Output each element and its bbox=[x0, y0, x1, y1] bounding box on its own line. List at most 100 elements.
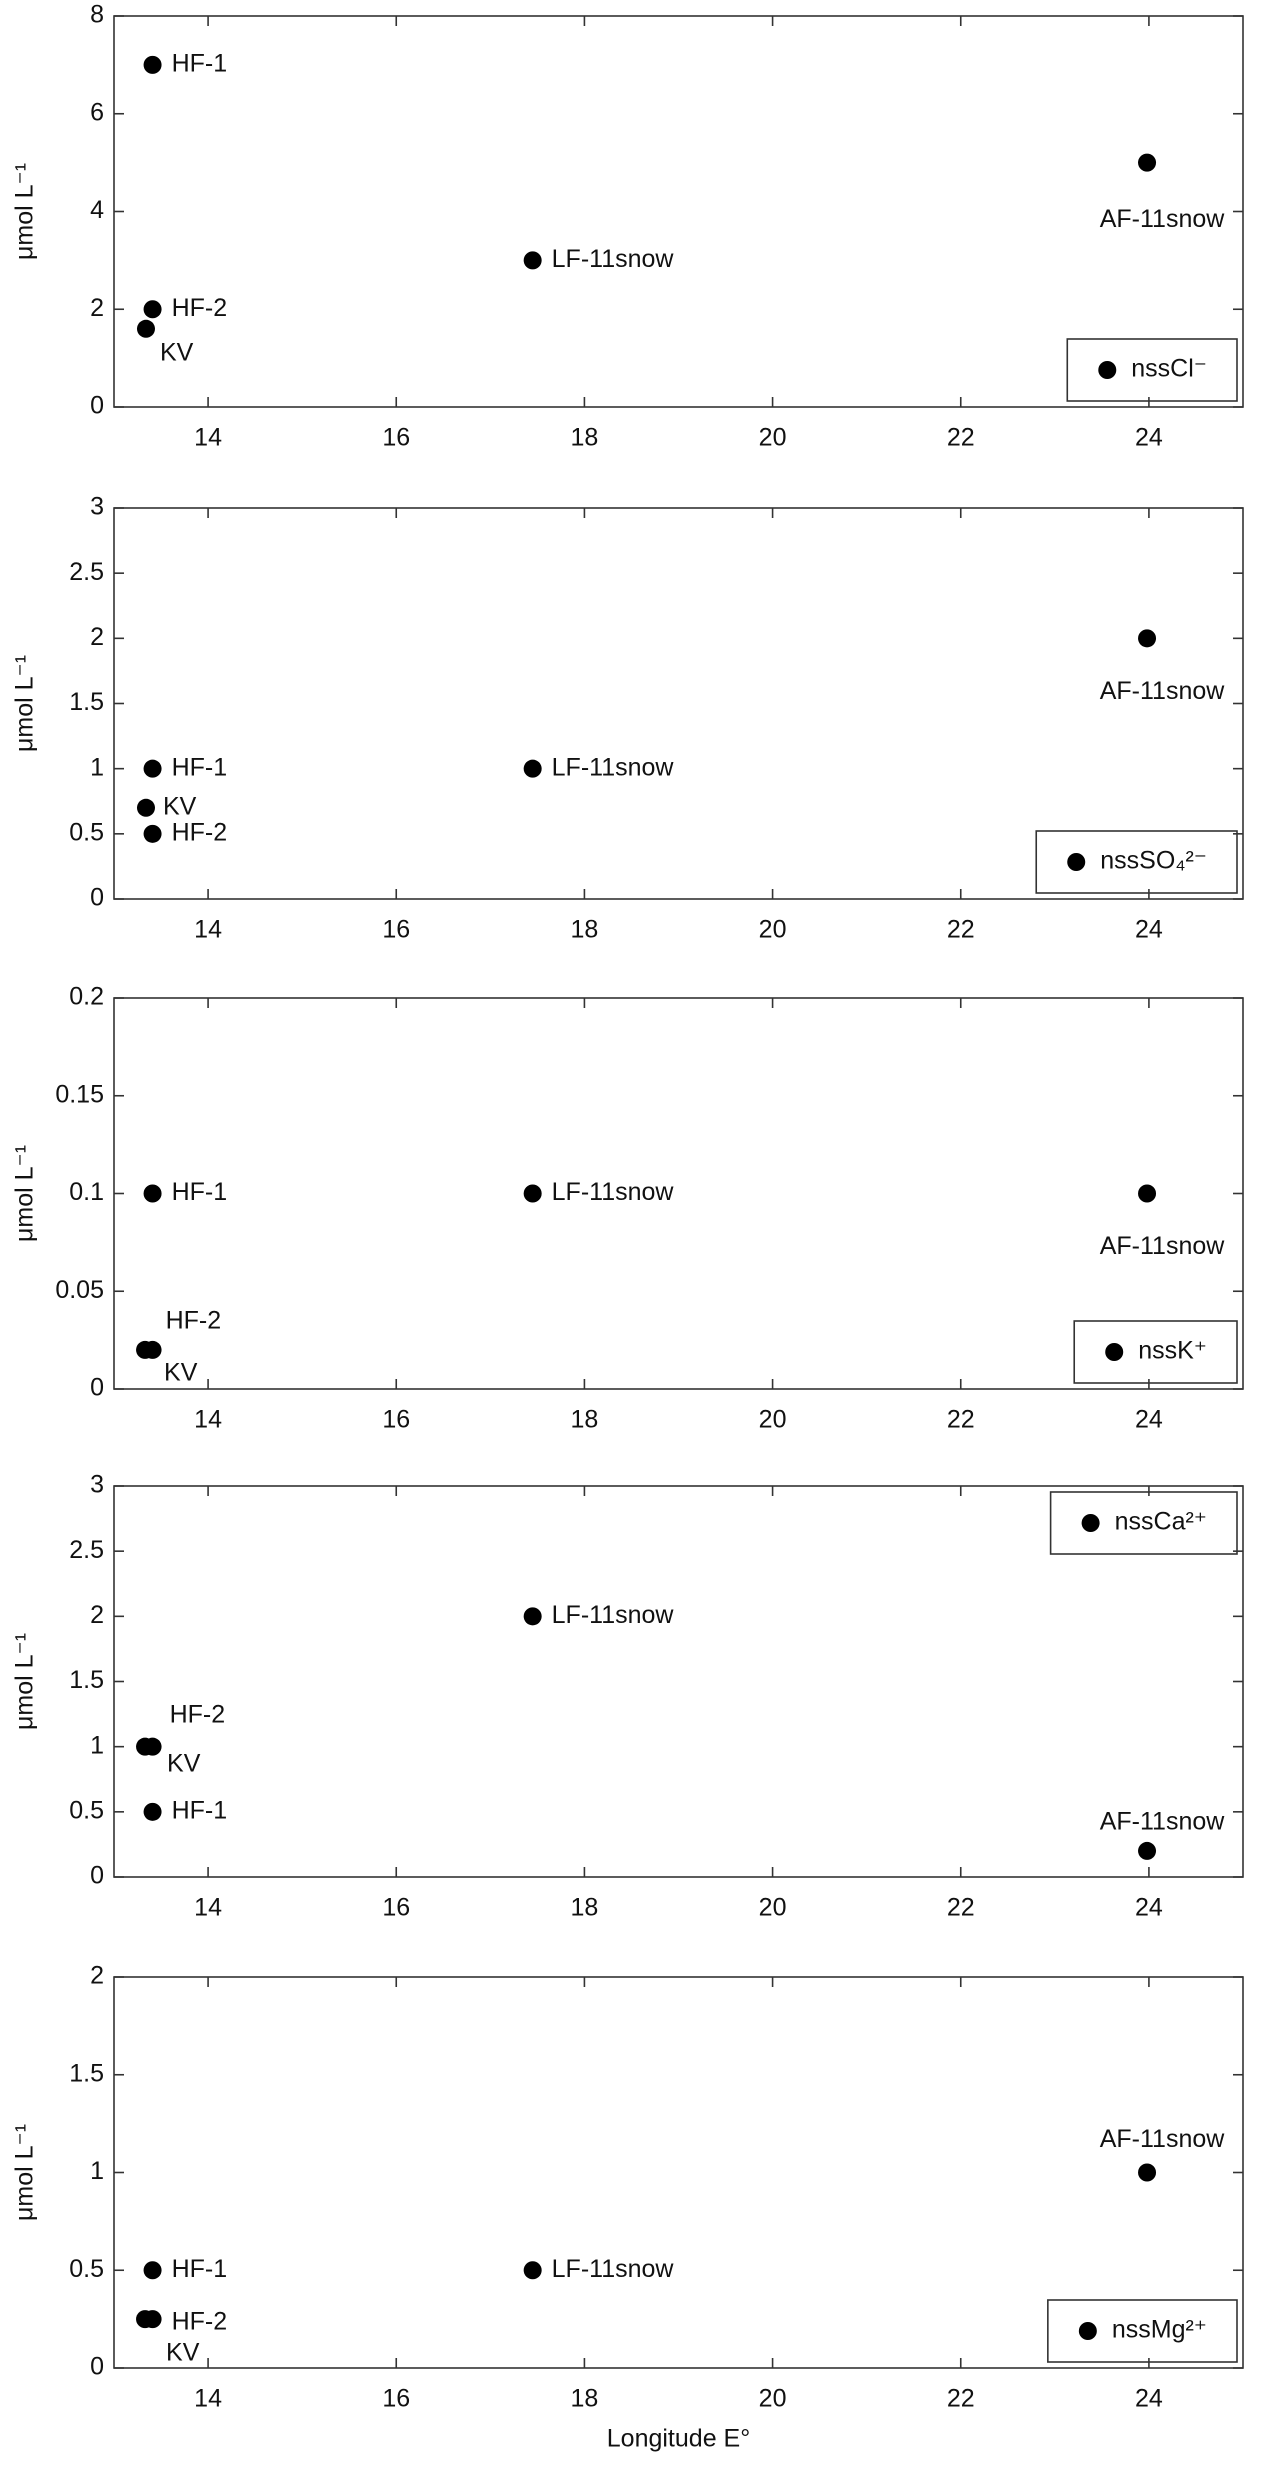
legend-label: nssCl⁻ bbox=[1131, 355, 1207, 383]
data-point bbox=[136, 1340, 155, 1359]
data-point bbox=[143, 1802, 162, 1821]
y-tick-label: 6 bbox=[90, 98, 104, 126]
plot-frame bbox=[113, 15, 1244, 408]
data-point bbox=[143, 55, 162, 74]
legend-label: nssSO₄²⁻ bbox=[1100, 847, 1207, 875]
y-tick-label: 2 bbox=[90, 623, 104, 651]
legend-marker bbox=[1081, 1514, 1100, 1532]
legend-box bbox=[1049, 1491, 1238, 1555]
y-tick-label: 0 bbox=[90, 392, 104, 420]
point-label: AF-11snow bbox=[1100, 677, 1226, 705]
x-tick-label: 14 bbox=[194, 2385, 222, 2413]
point-label: HF-2 bbox=[172, 2308, 228, 2336]
legend: nssCa²⁺ bbox=[1049, 1491, 1238, 1555]
y-tick-label: 0.1 bbox=[69, 1178, 104, 1206]
x-tick-label: 16 bbox=[382, 916, 410, 944]
point-label: HF-1 bbox=[172, 2255, 228, 2283]
plot-frame bbox=[113, 507, 1244, 900]
x-tick-label: 14 bbox=[194, 1406, 222, 1434]
legend: nssMg²⁺ bbox=[1047, 2299, 1238, 2363]
legend: nssSO₄²⁻ bbox=[1035, 830, 1238, 894]
y-tick-label: 8 bbox=[90, 1, 104, 29]
x-tick-label: 24 bbox=[1135, 1406, 1163, 1434]
y-axis-label: μmol L⁻¹ bbox=[11, 655, 39, 752]
legend-label: nssK⁺ bbox=[1138, 1337, 1207, 1365]
y-tick-label: 0.5 bbox=[69, 2255, 104, 2283]
x-tick-label: 14 bbox=[194, 916, 222, 944]
data-point bbox=[1138, 1184, 1157, 1203]
data-point bbox=[136, 2310, 155, 2329]
x-tick-label: 24 bbox=[1135, 1894, 1163, 1922]
y-tick-label: 1.5 bbox=[69, 2059, 104, 2087]
legend: nssCl⁻ bbox=[1066, 338, 1238, 402]
x-tick-label: 18 bbox=[571, 424, 599, 452]
point-label: HF-1 bbox=[172, 1796, 228, 1824]
y-tick-label: 1.5 bbox=[69, 1666, 104, 1694]
data-point bbox=[523, 1184, 542, 1203]
y-tick-label: 4 bbox=[90, 196, 104, 224]
x-tick-label: 24 bbox=[1135, 916, 1163, 944]
y-axis-label: μmol L⁻¹ bbox=[11, 1633, 39, 1730]
x-tick-label: 20 bbox=[759, 424, 787, 452]
y-tick-label: 0 bbox=[90, 2353, 104, 2381]
data-point bbox=[143, 759, 162, 778]
y-tick-label: 0 bbox=[90, 1862, 104, 1890]
point-label: HF-2 bbox=[172, 294, 228, 322]
x-tick-label: 20 bbox=[759, 1406, 787, 1434]
y-tick-label: 0 bbox=[90, 884, 104, 912]
panel: 14 16 18 20 22 24 0 0.5 1 1.5 2 2.5 3 μmol L⁻¹ HF-1 HF-… bbox=[11, 493, 1244, 944]
point-label: LF-11snow bbox=[552, 1178, 675, 1206]
x-tick-label: 20 bbox=[759, 2385, 787, 2413]
x-tick-label: 24 bbox=[1135, 2385, 1163, 2413]
plot-frame bbox=[113, 1976, 1244, 2369]
data-point bbox=[136, 1737, 155, 1756]
point-label: HF-2 bbox=[170, 1700, 226, 1728]
y-tick-label: 0.5 bbox=[69, 1796, 104, 1824]
point-label: KV bbox=[166, 2339, 200, 2367]
legend-box bbox=[1073, 1320, 1238, 1384]
point-label: LF-11snow bbox=[552, 245, 675, 273]
point-label: KV bbox=[163, 792, 197, 820]
data-point bbox=[143, 824, 162, 843]
x-tick-label: 20 bbox=[759, 1894, 787, 1922]
x-tick-label: 22 bbox=[947, 1406, 975, 1434]
legend-box bbox=[1066, 338, 1238, 402]
y-tick-label: 1 bbox=[90, 753, 104, 781]
x-tick-label: 18 bbox=[571, 1406, 599, 1434]
x-tick-label: 18 bbox=[571, 1894, 599, 1922]
data-point bbox=[136, 798, 155, 817]
x-tick-label: 16 bbox=[382, 2385, 410, 2413]
data-point bbox=[143, 1184, 162, 1203]
x-tick-label: 22 bbox=[947, 1894, 975, 1922]
point-label: HF-1 bbox=[172, 49, 228, 77]
y-tick-label: 2 bbox=[90, 294, 104, 322]
plot-frame bbox=[113, 1485, 1244, 1878]
x-tick-label: 16 bbox=[382, 424, 410, 452]
y-tick-label: 3 bbox=[90, 1471, 104, 1499]
x-tick-label: 20 bbox=[759, 916, 787, 944]
x-tick-label: 16 bbox=[382, 1894, 410, 1922]
data-point bbox=[1138, 153, 1157, 172]
y-tick-label: 1 bbox=[90, 2157, 104, 2185]
data-point bbox=[523, 251, 542, 270]
y-tick-label: 0.2 bbox=[69, 983, 104, 1011]
legend-label: nssCa²⁺ bbox=[1115, 1508, 1207, 1536]
y-axis-label: μmol L⁻¹ bbox=[11, 163, 39, 260]
x-tick-label: 16 bbox=[382, 1406, 410, 1434]
y-tick-label: 0.15 bbox=[55, 1080, 104, 1108]
legend-marker bbox=[1078, 2322, 1097, 2340]
y-tick-label: 1.5 bbox=[69, 688, 104, 716]
legend-marker bbox=[1067, 853, 1086, 871]
point-label: AF-11snow bbox=[1100, 1808, 1226, 1836]
point-label: AF-11snow bbox=[1100, 205, 1226, 233]
legend-box bbox=[1035, 830, 1238, 894]
point-label: LF-11snow bbox=[552, 1601, 675, 1629]
x-tick-label: 18 bbox=[571, 916, 599, 944]
point-label: AF-11snow bbox=[1100, 1232, 1226, 1260]
data-point bbox=[523, 2261, 542, 2280]
point-label: HF-1 bbox=[172, 753, 228, 781]
point-label: LF-11snow bbox=[552, 753, 675, 781]
point-label: HF-2 bbox=[166, 1307, 222, 1335]
panel: 14 16 18 20 22 24 0 0.5 1 1.5 2 μmol L⁻¹ Longitude E… bbox=[11, 1962, 1244, 2453]
